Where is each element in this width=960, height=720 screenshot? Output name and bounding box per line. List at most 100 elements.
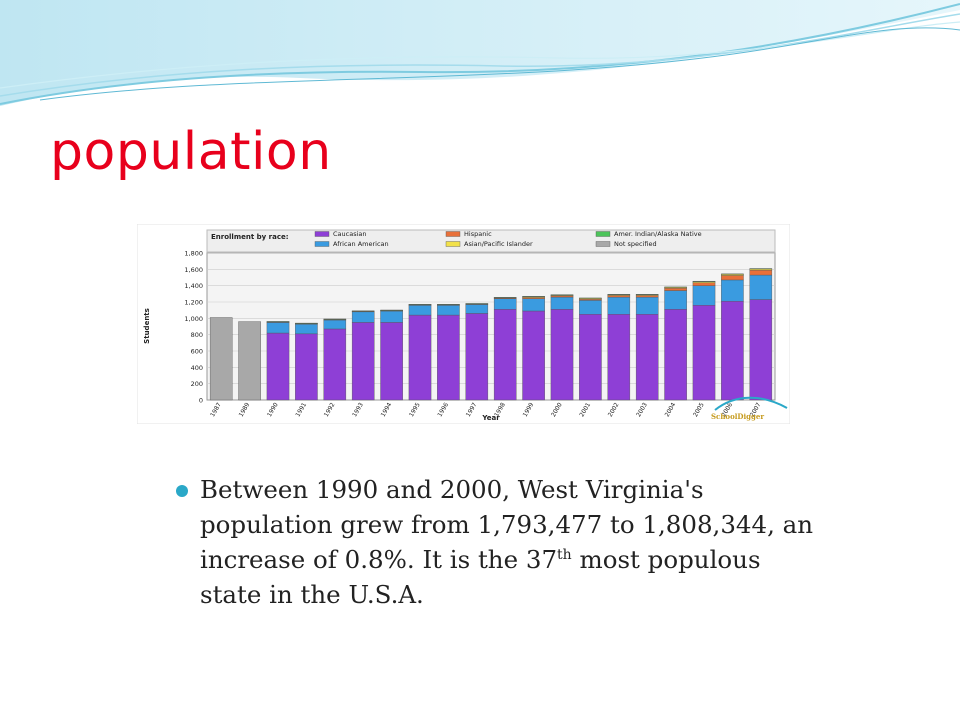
- header-wave-decoration: [0, 0, 960, 106]
- bar-segment: [664, 309, 687, 401]
- bullet-text-end: most populous state in the U.S.A.: [200, 545, 761, 609]
- bar-segment: [493, 298, 517, 310]
- bar-segment: [607, 314, 631, 401]
- legend-swatch: [595, 231, 611, 237]
- legend-swatch: [314, 241, 330, 247]
- bar-segment: [749, 274, 773, 300]
- chart-legend: Enrollment by race: Caucasian Hispanic Ame…: [206, 229, 776, 253]
- bar-segment: [635, 294, 659, 295]
- bar-segment: [579, 314, 602, 401]
- bar-segment: [522, 298, 545, 312]
- bar-segment: [437, 304, 460, 305]
- bar-segment: [550, 309, 574, 401]
- watermark-text: SchoolDigger: [711, 412, 764, 421]
- bar-segment: [209, 317, 233, 401]
- slide-title: population: [50, 122, 332, 182]
- legend-label: Hispanic: [464, 230, 492, 238]
- bar-segment: [323, 318, 347, 320]
- bar-segment: [721, 279, 744, 302]
- bar-segment: [266, 322, 290, 334]
- bar-segment: [351, 310, 375, 312]
- x-axis-label: Year: [481, 414, 500, 422]
- bar-segment: [465, 313, 489, 401]
- bar-segment: [266, 321, 290, 323]
- y-tick-label: 0: [199, 397, 203, 405]
- bar-segment: [493, 297, 517, 299]
- bar-segment: [408, 305, 432, 316]
- bar-segment: [295, 333, 318, 401]
- y-tick-label: 800: [191, 331, 203, 339]
- bar-segment: [579, 300, 602, 315]
- bar-segment: [607, 295, 631, 298]
- bar-segment: [607, 296, 631, 315]
- bar-segment: [579, 297, 602, 299]
- legend-swatch: [445, 231, 461, 237]
- bullet-icon: [176, 485, 188, 497]
- y-tick-label: 1,600: [184, 266, 203, 274]
- bar-segment: [692, 280, 716, 282]
- y-tick-label: 1,800: [184, 250, 203, 258]
- bar-segment: [323, 328, 347, 401]
- bullet-point: Between 1990 and 2000, West Virginia's p…: [176, 472, 816, 637]
- bar-segment: [692, 305, 716, 401]
- bullet-text-main: Between 1990 and 2000, West Virginia's p…: [200, 475, 814, 574]
- bar-segment: [493, 309, 517, 401]
- bar-segment: [550, 296, 574, 310]
- bar-segment: [437, 305, 460, 316]
- bar-segment: [664, 287, 687, 291]
- y-tick-label: 1,200: [184, 299, 203, 307]
- enrollment-chart: Enrollment by race: Caucasian Hispanic Ame…: [137, 224, 790, 424]
- bar-segment: [692, 285, 716, 306]
- legend-swatch: [445, 241, 461, 247]
- bullet-text-sup: th: [557, 546, 572, 563]
- bar-segment: [522, 310, 545, 401]
- bar-segment: [323, 319, 347, 330]
- bar-segment: [351, 322, 375, 401]
- bar-segment: [437, 314, 460, 401]
- y-tick-label: 400: [191, 364, 203, 372]
- bar-segment: [749, 268, 773, 270]
- bar-segment: [408, 304, 432, 305]
- bar-segment: [238, 321, 261, 401]
- bar-segment: [295, 322, 318, 324]
- y-axis-label: Students: [143, 308, 151, 344]
- bar-segment: [635, 296, 659, 315]
- schooldigger-logo: SchoolDigger: [711, 396, 788, 421]
- legend-swatch: [595, 241, 611, 247]
- legend-swatch: [314, 231, 330, 237]
- bar-segment: [550, 294, 574, 296]
- bar-segment: [749, 299, 773, 401]
- bar-segment: [749, 269, 773, 276]
- y-tick-label: 1,000: [184, 315, 203, 323]
- legend-title: Enrollment by race:: [211, 233, 289, 241]
- bar-segment: [351, 311, 375, 323]
- y-tick-label: 200: [191, 380, 203, 388]
- legend-label: Caucasian: [333, 230, 367, 238]
- bar-segment: [266, 332, 290, 401]
- bar-segment: [721, 300, 744, 401]
- bar-segment: [295, 323, 318, 335]
- bar-segment: [380, 322, 403, 401]
- bar-segment: [408, 314, 432, 401]
- bar-segment: [465, 303, 489, 305]
- bar-segment: [380, 310, 403, 323]
- bar-segment: [465, 304, 489, 314]
- bar-segment: [522, 296, 545, 297]
- y-tick-label: 1,400: [184, 282, 203, 290]
- bar-segment: [380, 309, 403, 311]
- plot-area: [206, 252, 776, 401]
- bar-segment: [692, 282, 716, 286]
- legend-label: Asian/Pacific Islander: [464, 240, 533, 248]
- legend-label: African American: [333, 240, 389, 248]
- bullet-text: Between 1990 and 2000, West Virginia's p…: [200, 472, 816, 612]
- bar-segment: [721, 273, 744, 275]
- bar-segment: [664, 290, 687, 310]
- legend-label: Amer. Indian/Alaska Native: [614, 230, 702, 238]
- bar-segment: [664, 286, 687, 288]
- bar-segment: [635, 295, 659, 298]
- bar-segment: [607, 294, 631, 295]
- legend-label: Not specified: [614, 240, 657, 248]
- bar-segment: [635, 314, 659, 401]
- bar-segment: [721, 275, 744, 281]
- y-tick-label: 600: [191, 348, 203, 356]
